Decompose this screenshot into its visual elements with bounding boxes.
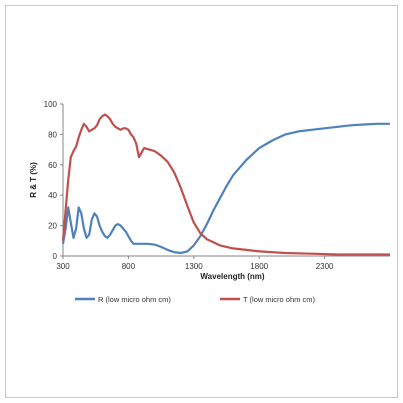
x-tick-label: 300 xyxy=(56,262,70,271)
y-tick-label: 100 xyxy=(44,100,58,109)
x-tick-label: 2300 xyxy=(316,262,334,271)
legend-label-t: T (low micro ohm cm) xyxy=(243,295,315,304)
legend: R (low micro ohm cm) T (low micro ohm cm… xyxy=(75,295,315,304)
x-tick-label: 800 xyxy=(122,262,136,271)
y-tick-label: 40 xyxy=(48,191,57,200)
y-tick-label: 80 xyxy=(48,130,57,139)
y-tick-label: 20 xyxy=(48,222,57,231)
y-axis-ticks: 0 20 40 60 80 100 xyxy=(44,100,63,261)
y-tick-label: 0 xyxy=(53,252,58,261)
chart-frame xyxy=(5,5,398,398)
series-line-t xyxy=(61,113,390,256)
x-tick-label: 1800 xyxy=(250,262,268,271)
x-axis-title: Wavelength (nm) xyxy=(200,272,264,281)
y-axis-title: R & T (%) xyxy=(29,162,38,198)
x-tick-label: 1300 xyxy=(185,262,203,271)
series-line-r xyxy=(61,122,390,255)
x-axis-ticks: 300 800 1300 1800 2300 xyxy=(56,256,334,271)
plot-area: 0 20 40 60 80 100 300 800 1300 1800 2300 xyxy=(44,100,390,271)
y-tick-label: 60 xyxy=(48,161,57,170)
series-lines xyxy=(61,113,390,256)
legend-label-r: R (low micro ohm cm) xyxy=(98,295,171,304)
